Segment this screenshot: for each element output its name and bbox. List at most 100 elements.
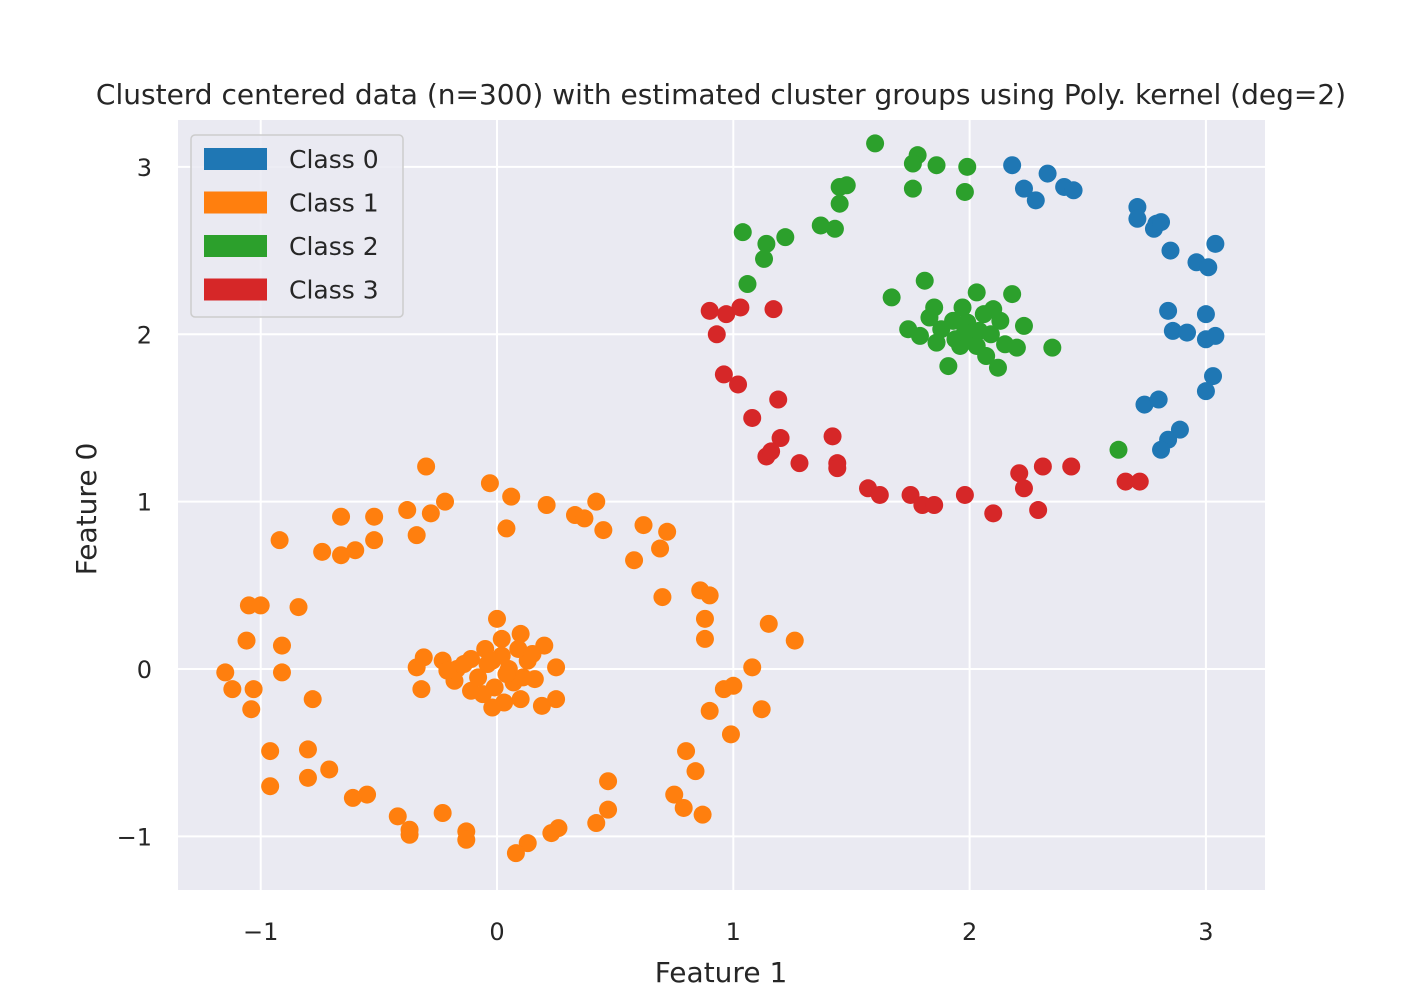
data-point (927, 156, 946, 175)
data-point (480, 474, 499, 493)
data-point (599, 772, 618, 791)
data-point (216, 663, 235, 682)
data-point (438, 661, 457, 680)
data-point (454, 655, 473, 674)
data-point (1010, 464, 1029, 483)
data-point (651, 539, 670, 558)
data-point (332, 546, 351, 565)
x-tick-label: 0 (489, 918, 504, 946)
data-point (488, 609, 507, 628)
data-point (658, 522, 677, 541)
data-point (502, 487, 521, 506)
x-tick-label: 1 (726, 918, 741, 946)
data-point (828, 459, 847, 478)
data-point (724, 676, 743, 695)
y-tick-label: 3 (137, 154, 152, 182)
data-point (261, 777, 280, 796)
data-point (700, 701, 719, 720)
y-tick-label: 1 (137, 489, 152, 517)
data-point (967, 283, 986, 302)
data-point (743, 658, 762, 677)
data-point (866, 134, 885, 153)
data-point (492, 629, 511, 648)
data-point (407, 658, 426, 677)
data-point (752, 700, 771, 719)
data-point (1003, 156, 1022, 175)
data-point (1178, 323, 1197, 342)
data-point (1038, 164, 1057, 183)
data-point (272, 636, 291, 655)
data-point (1014, 479, 1033, 498)
data-point (700, 301, 719, 320)
data-point (1033, 457, 1052, 476)
data-point (634, 516, 653, 535)
data-point (958, 157, 977, 176)
data-point (1109, 440, 1128, 459)
grid-lines (178, 120, 1265, 890)
data-point (421, 504, 440, 523)
data-point (700, 586, 719, 605)
data-point (714, 365, 733, 384)
y-axis-label: Feature 0 (70, 443, 103, 576)
data-point (298, 768, 317, 787)
data-point (811, 216, 830, 235)
legend-swatch (204, 278, 267, 301)
data-point (457, 830, 476, 849)
data-point (1043, 338, 1062, 357)
data-point (1014, 316, 1033, 335)
data-point (433, 804, 452, 822)
data-point (790, 454, 809, 473)
data-point (261, 742, 280, 761)
data-point (1170, 420, 1189, 439)
data-point (483, 651, 502, 670)
data-point (587, 492, 606, 511)
data-point (417, 457, 436, 476)
data-point (1007, 338, 1026, 357)
data-point (497, 519, 516, 538)
data-point (511, 624, 530, 643)
data-point (320, 760, 339, 779)
data-point (514, 668, 533, 687)
data-point (1130, 472, 1149, 491)
data-point (532, 696, 551, 715)
data-point (665, 785, 684, 804)
data-point (272, 663, 291, 682)
data-point (1206, 326, 1225, 345)
data-point (743, 408, 762, 427)
data-point (686, 762, 705, 781)
data-point (1159, 301, 1178, 320)
legend-label: Class 3 (289, 276, 379, 305)
data-point (547, 658, 566, 677)
series-class-1 (216, 457, 804, 863)
data-point (1152, 213, 1171, 232)
data-point (988, 358, 1007, 377)
data-point (823, 427, 842, 446)
x-tick-label: −1 (243, 918, 278, 946)
data-point (599, 800, 618, 819)
data-point (731, 298, 750, 317)
data-point (509, 639, 528, 658)
data-point (674, 798, 693, 817)
x-axis-label: Feature 1 (655, 956, 788, 989)
data-point (244, 680, 263, 699)
data-point (358, 785, 377, 804)
data-point (1199, 258, 1218, 277)
data-point (549, 819, 568, 838)
data-point (1064, 181, 1083, 200)
data-point (251, 596, 270, 615)
data-point (242, 700, 261, 719)
data-point (1128, 209, 1147, 228)
data-point (298, 740, 317, 759)
data-point (1196, 305, 1215, 324)
data-point (469, 668, 488, 687)
data-point (910, 326, 929, 345)
data-point (903, 179, 922, 198)
data-point (1163, 321, 1182, 340)
data-point (955, 182, 974, 201)
series-class-2 (733, 134, 1128, 459)
data-point (365, 531, 384, 550)
data-point (1029, 501, 1048, 520)
data-point (575, 509, 594, 528)
data-point (289, 598, 308, 617)
